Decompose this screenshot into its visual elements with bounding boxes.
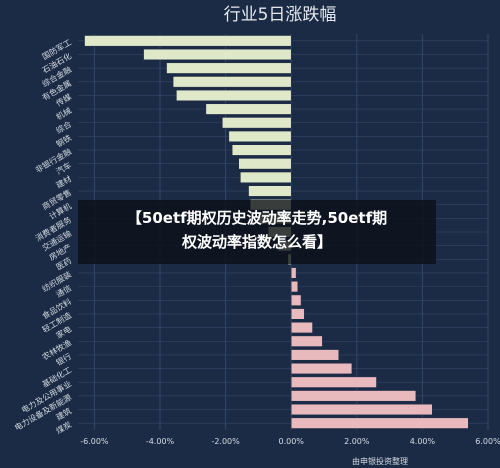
bar-8 <box>228 130 292 142</box>
bar-21 <box>290 308 305 320</box>
x-tick-label: 6.00% <box>475 437 500 446</box>
category-label: 机械 <box>54 105 73 122</box>
x-tick-label: 0.00% <box>278 437 304 446</box>
bar-18 <box>290 267 297 279</box>
category-label: 钢铁 <box>54 132 73 149</box>
bar-23 <box>290 335 323 347</box>
bar-25 <box>290 362 353 375</box>
article-title-banner[interactable]: 【50etf期权历史波动率走势,50etf期 权波动率指数怎么看】 <box>78 200 436 264</box>
bar-9 <box>231 144 292 156</box>
category-label: 建材 <box>54 173 73 190</box>
bar-5 <box>176 89 292 102</box>
bar-6 <box>205 103 292 115</box>
x-axis-ticks: -6.00% -4.00% -2.00% 0.00% 2.00% 4.00% 6.00% <box>80 437 500 446</box>
source-note: 由申银投资整理 <box>352 457 408 466</box>
bar-11 <box>240 171 292 183</box>
x-tick-label: -6.00% <box>80 437 109 446</box>
bar-27 <box>290 390 417 402</box>
bar-7 <box>222 117 292 129</box>
bar-29 <box>290 417 469 429</box>
bar-12 <box>248 185 292 197</box>
bar-10 <box>238 158 292 170</box>
x-tick-label: 2.00% <box>344 437 370 446</box>
banner-line-1: 【50etf期权历史波动率走势,50etf期 <box>126 209 388 227</box>
bar-20 <box>290 294 302 306</box>
chart-title: 行业5日涨跌幅 <box>224 5 337 25</box>
bar-19 <box>290 281 299 293</box>
bar-26 <box>290 376 377 388</box>
bar-4 <box>172 76 292 88</box>
bar-3 <box>166 62 292 74</box>
bar-28 <box>290 403 433 416</box>
category-label: 煤炭 <box>54 419 73 436</box>
category-label: 综合 <box>54 119 73 136</box>
bar-24 <box>290 349 340 361</box>
x-tick-label: 4.00% <box>410 437 436 446</box>
category-labels: 国防军工石油石化综合金融有色金属传媒机械综合钢铁非银行金融汽车建材商贸零售计算机… <box>13 37 73 436</box>
x-tick-label: -2.00% <box>211 437 240 446</box>
banner-line-2: 权波动率指数怎么看】 <box>181 233 332 251</box>
x-tick-label: -4.00% <box>146 437 175 446</box>
bars <box>84 35 469 429</box>
bar-1 <box>84 35 292 47</box>
bar-2 <box>143 48 292 61</box>
bar-22 <box>290 322 313 334</box>
